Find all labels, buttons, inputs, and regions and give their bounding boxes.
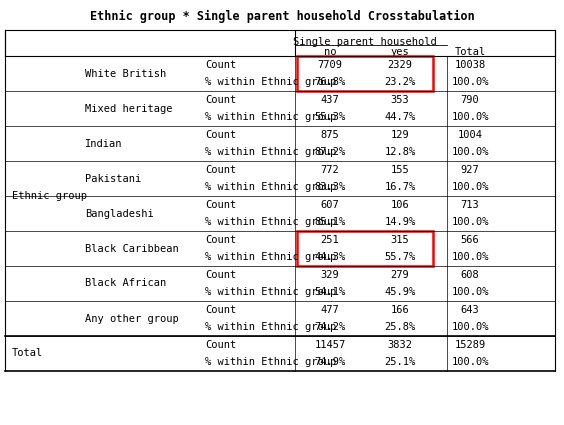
Text: Pakistani: Pakistani — [85, 173, 141, 184]
Text: Total: Total — [455, 47, 486, 57]
Text: % within Ethnic group: % within Ethnic group — [205, 287, 336, 297]
Text: 100.0%: 100.0% — [451, 147, 489, 157]
Text: % within Ethnic group: % within Ethnic group — [205, 217, 336, 227]
Text: 45.9%: 45.9% — [385, 287, 416, 297]
Text: 155: 155 — [391, 165, 409, 175]
Text: 100.0%: 100.0% — [451, 287, 489, 297]
Text: 2329: 2329 — [387, 60, 412, 70]
Text: 100.0%: 100.0% — [451, 77, 489, 87]
Text: 55.7%: 55.7% — [385, 252, 416, 262]
Text: 166: 166 — [391, 305, 409, 315]
Text: Count: Count — [205, 270, 236, 280]
Text: 3832: 3832 — [387, 340, 412, 350]
Text: yes: yes — [391, 47, 409, 57]
Text: % within Ethnic group: % within Ethnic group — [205, 357, 336, 367]
Text: 477: 477 — [320, 305, 340, 315]
Text: Single parent household: Single parent household — [293, 37, 437, 47]
Text: 566: 566 — [461, 235, 479, 245]
Text: 16.7%: 16.7% — [385, 182, 416, 192]
Text: Black Caribbean: Black Caribbean — [85, 244, 179, 253]
Text: 106: 106 — [391, 200, 409, 210]
Text: 44.3%: 44.3% — [314, 252, 346, 262]
Text: 927: 927 — [461, 165, 479, 175]
Text: Count: Count — [205, 340, 236, 350]
Text: % within Ethnic group: % within Ethnic group — [205, 147, 336, 157]
Text: 10038: 10038 — [455, 60, 486, 70]
Text: 772: 772 — [320, 165, 340, 175]
Text: 100.0%: 100.0% — [451, 252, 489, 262]
Text: % within Ethnic group: % within Ethnic group — [205, 252, 336, 262]
Text: Mixed heritage: Mixed heritage — [85, 104, 173, 113]
Text: Indian: Indian — [85, 139, 122, 148]
Text: Count: Count — [205, 60, 236, 70]
Text: White British: White British — [85, 68, 166, 79]
Text: Bangladeshi: Bangladeshi — [85, 209, 154, 218]
Text: 54.1%: 54.1% — [314, 287, 346, 297]
Text: Count: Count — [205, 130, 236, 140]
Text: no: no — [324, 47, 336, 57]
Text: 74.2%: 74.2% — [314, 322, 346, 332]
Text: % within Ethnic group: % within Ethnic group — [205, 182, 336, 192]
Text: Count: Count — [205, 235, 236, 245]
Text: Ethnic group: Ethnic group — [12, 191, 87, 201]
Text: 129: 129 — [391, 130, 409, 140]
Text: 607: 607 — [320, 200, 340, 210]
Text: 279: 279 — [391, 270, 409, 280]
Text: 251: 251 — [320, 235, 340, 245]
Text: Count: Count — [205, 200, 236, 210]
Text: 83.3%: 83.3% — [314, 182, 346, 192]
Text: 25.1%: 25.1% — [385, 357, 416, 367]
Text: Count: Count — [205, 165, 236, 175]
Text: 790: 790 — [461, 95, 479, 105]
Text: Any other group: Any other group — [85, 314, 179, 323]
Text: 643: 643 — [461, 305, 479, 315]
Text: Ethnic group * Single parent household Crosstabulation: Ethnic group * Single parent household C… — [90, 10, 474, 23]
Text: 100.0%: 100.0% — [451, 217, 489, 227]
Text: 23.2%: 23.2% — [385, 77, 416, 87]
Text: Total: Total — [12, 348, 43, 359]
Text: 14.9%: 14.9% — [385, 217, 416, 227]
Text: 100.0%: 100.0% — [451, 112, 489, 122]
Text: 713: 713 — [461, 200, 479, 210]
Text: 315: 315 — [391, 235, 409, 245]
Text: 15289: 15289 — [455, 340, 486, 350]
Text: 44.7%: 44.7% — [385, 112, 416, 122]
Text: Count: Count — [205, 305, 236, 315]
Text: 12.8%: 12.8% — [385, 147, 416, 157]
Text: 608: 608 — [461, 270, 479, 280]
Text: 87.2%: 87.2% — [314, 147, 346, 157]
Text: 100.0%: 100.0% — [451, 322, 489, 332]
Text: 100.0%: 100.0% — [451, 357, 489, 367]
Text: 100.0%: 100.0% — [451, 182, 489, 192]
Text: 353: 353 — [391, 95, 409, 105]
Text: 437: 437 — [320, 95, 340, 105]
Text: 55.3%: 55.3% — [314, 112, 346, 122]
Text: Black African: Black African — [85, 278, 166, 289]
Text: 25.8%: 25.8% — [385, 322, 416, 332]
Text: 7709: 7709 — [318, 60, 342, 70]
Text: 1004: 1004 — [457, 130, 482, 140]
Text: 875: 875 — [320, 130, 340, 140]
Text: % within Ethnic group: % within Ethnic group — [205, 322, 336, 332]
Text: Count: Count — [205, 95, 236, 105]
Text: 11457: 11457 — [314, 340, 346, 350]
Text: % within Ethnic group: % within Ethnic group — [205, 77, 336, 87]
Text: % within Ethnic group: % within Ethnic group — [205, 112, 336, 122]
Text: 74.9%: 74.9% — [314, 357, 346, 367]
Text: 85.1%: 85.1% — [314, 217, 346, 227]
Text: 329: 329 — [320, 270, 340, 280]
Text: 76.8%: 76.8% — [314, 77, 346, 87]
